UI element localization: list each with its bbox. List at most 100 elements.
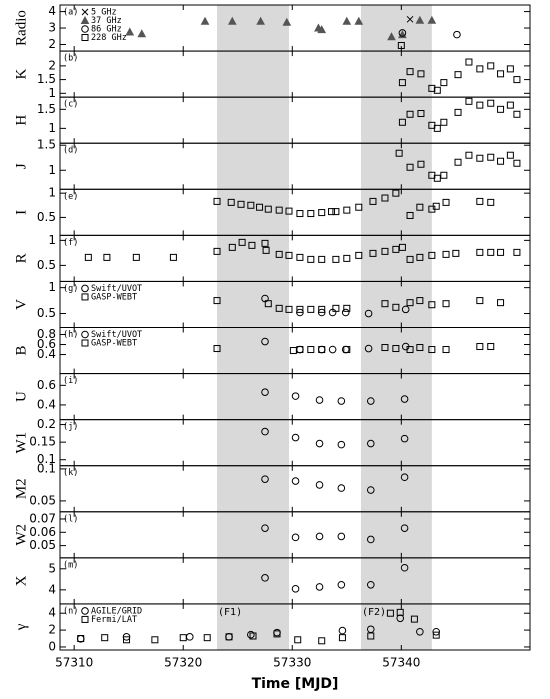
data-point <box>442 250 450 258</box>
y-tick-label: 5 <box>48 561 56 575</box>
data-point <box>179 634 187 642</box>
data-point <box>386 609 394 617</box>
panel-frame <box>59 4 531 52</box>
legend-marker <box>81 25 89 33</box>
data-point <box>328 208 336 216</box>
annotation: (F2) <box>362 607 386 618</box>
data-point <box>401 305 410 314</box>
data-point <box>343 254 351 262</box>
data-point <box>296 253 304 261</box>
legend-marker <box>80 15 90 24</box>
panel-label: (a) <box>63 8 78 18</box>
data-point <box>440 171 448 179</box>
data-point <box>318 346 326 354</box>
data-point <box>291 433 300 442</box>
data-point <box>428 84 436 92</box>
data-point <box>440 79 448 87</box>
legend-label: 228 GHz <box>91 33 127 43</box>
panel-frame <box>59 373 531 421</box>
data-point <box>416 203 424 211</box>
legend-label: GASP-WEBT <box>91 339 137 349</box>
panel-label: (f) <box>63 238 78 248</box>
panel-label: (h) <box>63 330 78 340</box>
data-point <box>291 392 300 400</box>
data-point <box>341 308 350 317</box>
data-point <box>452 249 460 257</box>
data-point <box>476 297 484 305</box>
y-tick-label: 4 <box>48 4 56 18</box>
y-tick-label: 2 <box>48 623 56 637</box>
panel-label: (j) <box>63 422 78 432</box>
panel-label: (i) <box>63 376 78 386</box>
data-point <box>282 17 292 26</box>
data-point <box>381 344 389 352</box>
data-point <box>427 15 437 24</box>
data-point <box>415 15 425 24</box>
y-tick-label: 0.15 <box>29 435 56 449</box>
legend-label: AGILE/GRID <box>91 606 142 616</box>
data-point <box>476 197 484 205</box>
data-point <box>417 70 425 78</box>
x-axis-label: Time [MJD] <box>252 676 339 692</box>
data-point <box>337 580 346 589</box>
data-point <box>454 108 462 116</box>
data-point <box>355 203 363 211</box>
data-point <box>132 253 140 261</box>
data-point <box>392 245 400 253</box>
data-point <box>497 70 505 78</box>
y-tick-label: 1 <box>48 86 56 100</box>
data-point <box>261 475 269 483</box>
panel-label: (n) <box>63 606 78 616</box>
data-point <box>381 194 389 202</box>
data-point <box>366 535 375 544</box>
panel-frame <box>59 142 531 190</box>
data-point <box>513 248 521 256</box>
data-point <box>428 301 436 309</box>
panel-frame <box>59 188 531 236</box>
data-point <box>123 636 131 644</box>
data-point <box>397 41 405 49</box>
data-point <box>513 76 521 84</box>
legend-label: GASP-WEBT <box>91 292 137 302</box>
data-point <box>227 198 235 206</box>
data-point <box>264 300 272 308</box>
panel-frame <box>59 50 531 98</box>
data-point <box>237 200 245 208</box>
y-axis-label: U <box>13 391 29 402</box>
data-point <box>315 396 324 404</box>
y-tick-label: 0.4 <box>37 347 56 361</box>
data-point <box>318 637 326 645</box>
data-point <box>497 248 505 256</box>
data-point <box>400 473 409 482</box>
panel-frame <box>59 419 531 467</box>
legend-marker <box>81 34 89 41</box>
data-point <box>213 345 221 353</box>
x-tick-label: 57320 <box>164 656 202 670</box>
data-point <box>337 440 346 449</box>
data-point <box>261 524 269 532</box>
y-tick-label: 3 <box>48 21 56 35</box>
data-point <box>307 210 315 218</box>
y-axis-label: H <box>13 115 29 126</box>
data-point <box>256 203 264 211</box>
data-point <box>249 632 257 640</box>
data-point <box>332 304 340 312</box>
annotation: (F1) <box>218 607 242 618</box>
data-point <box>406 255 414 263</box>
data-point <box>315 532 324 541</box>
data-point <box>275 304 283 312</box>
panel-label: (m) <box>63 560 78 570</box>
y-axis-label: R <box>13 253 29 263</box>
data-point <box>264 205 272 213</box>
data-point <box>392 345 400 353</box>
data-point <box>487 99 495 107</box>
x-tick-label: 57310 <box>55 656 93 670</box>
panel-frame <box>59 465 531 513</box>
panel-label: (d) <box>63 146 78 156</box>
data-point <box>476 248 484 256</box>
y-axis-label: W2 <box>13 524 29 546</box>
data-point <box>381 247 389 255</box>
data-point <box>203 634 211 642</box>
y-tick-label: 0.05 <box>29 538 56 552</box>
